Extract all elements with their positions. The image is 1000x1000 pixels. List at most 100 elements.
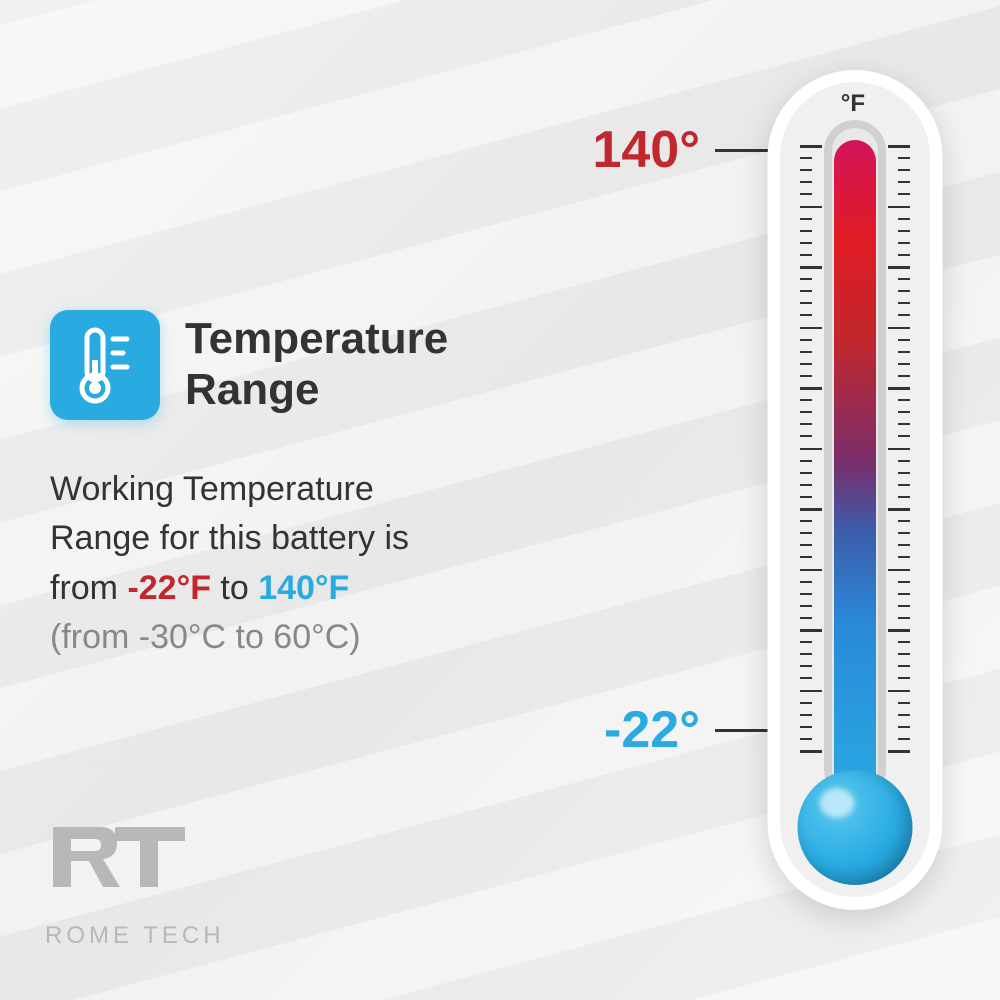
content-area: Temperature Range Working Temperature Ra… [0,0,1000,1000]
tick-mark [800,484,812,486]
tick-mark [898,472,910,474]
bulb-highlight [820,788,855,818]
tick-mark [800,193,812,195]
tick-mark [800,665,812,667]
brand-logo: ROME TECH [45,819,225,950]
tick-mark [898,230,910,232]
tick-mark [898,290,910,292]
tick-mark [888,387,910,390]
body-line3-mid: to [211,569,258,607]
tick-mark [800,750,822,753]
tick-mark [898,738,910,740]
tick-mark [800,290,812,292]
title-row: Temperature Range [50,310,550,420]
tick-mark [800,508,822,511]
tick-mark [898,665,910,667]
tick-mark [800,520,812,522]
tick-mark [898,399,910,401]
tick-mark [898,532,910,534]
thermometer-ticks [800,145,910,750]
info-panel: Temperature Range Working Temperature Ra… [50,310,550,662]
high-temp-label: 140° [592,120,770,180]
thermometer: °F [755,70,955,910]
tick-mark [898,157,910,159]
tick-mark [888,266,910,269]
tick-mark [800,218,812,220]
tick-mark [898,617,910,619]
tick-mark [898,242,910,244]
cold-temp: -22°F [127,569,211,607]
tick-mark [800,496,812,498]
unit-label: °F [841,90,865,118]
tick-mark [800,206,822,209]
tick-mark [898,302,910,304]
tick-mark [888,690,910,693]
tick-mark [800,314,812,316]
tick-mark [800,435,812,437]
tick-mark [800,532,812,534]
tick-mark [800,677,812,679]
section-title: Temperature Range [185,314,448,415]
tick-mark [898,714,910,716]
tick-mark [800,460,812,462]
tick-mark [898,726,910,728]
tick-mark [800,157,812,159]
tick-mark [898,460,910,462]
tick-mark [800,266,822,269]
low-temp-label: -22° [604,700,770,760]
tick-mark [800,714,812,716]
tick-mark [888,569,910,572]
tick-mark [898,484,910,486]
tick-mark [800,302,812,304]
tick-mark [898,423,910,425]
tick-mark [800,448,822,451]
thermometer-bulb [798,770,913,885]
tick-mark [800,230,812,232]
thermometer-icon [50,310,160,420]
tick-mark [800,181,812,183]
tick-mark [800,363,812,365]
tick-mark [888,448,910,451]
body-line1: Working Temperature [50,470,374,508]
tick-mark [898,702,910,704]
body-line2: Range for this battery is [50,519,409,557]
tick-mark [888,750,910,753]
body-line3-prefix: from [50,569,127,607]
tick-mark [800,653,812,655]
tick-mark [898,593,910,595]
tick-mark [800,726,812,728]
tick-mark [898,435,910,437]
hot-temp: 140°F [258,569,349,607]
tick-mark [888,327,910,330]
tick-mark [898,520,910,522]
tick-mark [800,423,812,425]
tick-mark [800,327,822,330]
tick-mark [898,339,910,341]
tick-mark [898,544,910,546]
tick-mark [898,254,910,256]
tick-mark [800,556,812,558]
tick-mark [800,145,822,148]
tick-mark [898,375,910,377]
tick-mark [800,169,812,171]
tick-mark [898,653,910,655]
tick-mark [888,145,910,148]
tick-mark [800,641,812,643]
tick-mark [800,581,812,583]
tick-mark [888,508,910,511]
tick-mark [800,605,812,607]
tick-mark [800,690,822,693]
tick-mark [898,218,910,220]
tick-mark [800,339,812,341]
tick-mark [800,387,822,390]
tick-mark [800,738,812,740]
tick-mark [898,411,910,413]
tick-mark [800,569,822,572]
tick-mark [800,399,812,401]
tick-mark [800,411,812,413]
tick-mark [888,629,910,632]
tick-mark [800,242,812,244]
tick-mark [888,206,910,209]
brand-name: ROME TECH [45,922,225,950]
tick-mark [898,605,910,607]
